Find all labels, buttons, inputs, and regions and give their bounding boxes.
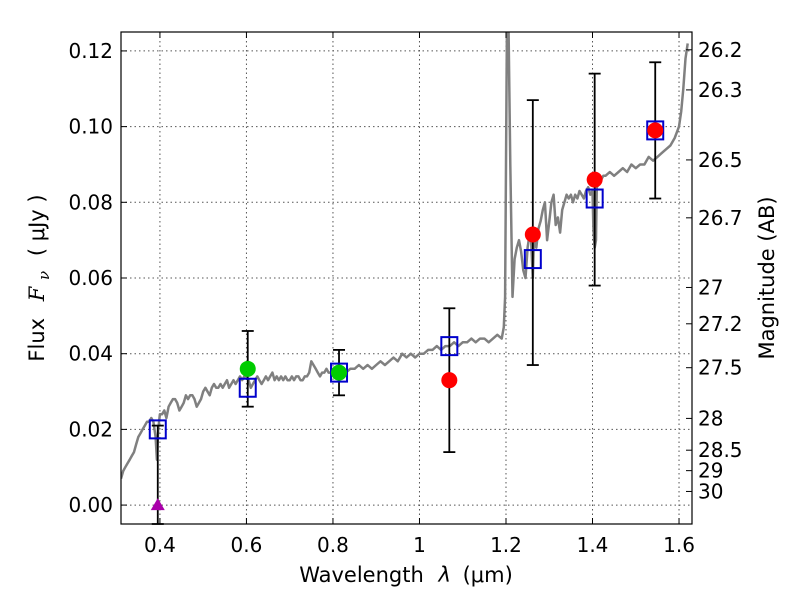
x-tick-label: 1.6 (663, 533, 695, 557)
observed-marker (239, 360, 256, 377)
y-tick-label: 0.00 (68, 493, 113, 517)
observed-marker (331, 364, 348, 381)
right-tick-label: 28.5 (698, 438, 743, 462)
y-axis-label: Flux (25, 318, 49, 362)
right-tick-label: 27.5 (698, 356, 743, 380)
x-axis-label: Wavelength (299, 563, 424, 587)
observed-points (239, 122, 664, 389)
y-axis-unit: ( μJy ) (25, 194, 49, 256)
right-tick-label: 27 (698, 275, 723, 299)
right-tick-label: 26.3 (698, 78, 743, 102)
right-tick-label: 26.2 (698, 38, 743, 62)
right-tick-label: 26.5 (698, 148, 743, 172)
right-axis-title: Magnitude (AB) (755, 196, 779, 359)
x-tick-label: 1 (413, 533, 426, 557)
right-tick-label: 30 (698, 479, 723, 503)
y-tick-label: 0.04 (68, 342, 113, 366)
spectrum-layer (121, 32, 689, 479)
y-axis-ticks: 0.00 0.02 0.04 0.06 0.08 0.10 0.12 (68, 39, 127, 517)
right-tick-label: 28 (698, 406, 723, 430)
x-tick-label: 1.2 (490, 533, 522, 557)
observed-marker (647, 122, 664, 139)
y-tick-label: 0.10 (68, 115, 113, 139)
right-tick-label: 26.7 (698, 206, 743, 230)
y-tick-label: 0.02 (68, 417, 113, 441)
model-square-marker (440, 336, 459, 357)
x-axis-title: Wavelength λ (μm) (299, 563, 513, 587)
y-axis-subscript: ν (35, 271, 53, 280)
right-tick-label: 27.2 (698, 312, 743, 336)
observed-marker (441, 372, 458, 389)
y-tick-label: 0.12 (68, 39, 113, 63)
grid-lines (121, 32, 692, 524)
model-square-marker (238, 377, 257, 398)
right-tick-label: 29 (698, 459, 723, 483)
model-square-marker (148, 419, 167, 440)
y-axis-title: Flux F ν ( μJy ) (25, 194, 54, 361)
y-axis-symbol: F (25, 285, 49, 302)
x-tick-label: 0.4 (144, 533, 176, 557)
upper-limit-points (150, 498, 165, 511)
y-tick-label: 0.06 (68, 266, 113, 290)
observed-marker (586, 171, 603, 188)
observed-marker (524, 226, 541, 243)
x-axis-ticks: 0.4 0.6 0.8 1 1.2 1.4 1.6 (144, 32, 695, 557)
x-tick-label: 0.8 (317, 533, 349, 557)
spectrum-line (121, 32, 689, 479)
y-tick-label: 0.08 (68, 190, 113, 214)
model-square-marker (585, 188, 604, 209)
upper-limit-triangle (150, 498, 165, 511)
model-square-marker (523, 249, 542, 270)
x-tick-label: 0.6 (231, 533, 263, 557)
x-axis-unit: (μm) (463, 563, 513, 587)
x-tick-label: 1.4 (577, 533, 609, 557)
x-axis-symbol: λ (437, 563, 450, 587)
